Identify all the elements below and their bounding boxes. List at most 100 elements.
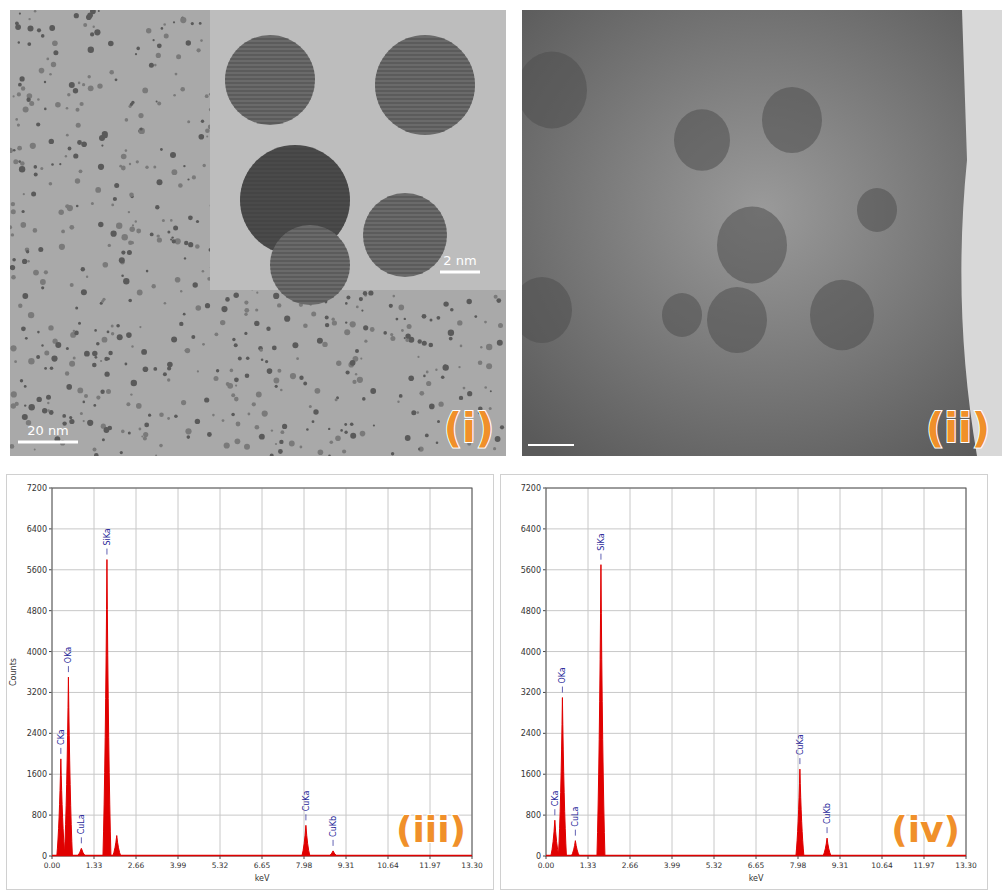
grain [370, 327, 375, 332]
grain [115, 78, 118, 81]
peak-marker [305, 814, 306, 820]
grain [425, 434, 429, 438]
grain [84, 351, 90, 357]
grain [457, 320, 462, 325]
grain [203, 164, 206, 167]
grain [34, 165, 38, 169]
grain [205, 129, 210, 134]
nanoparticle [857, 188, 897, 232]
lattice-fringe [242, 115, 299, 116]
grain [86, 276, 88, 278]
grain [254, 321, 259, 326]
grain [197, 370, 199, 372]
grain [121, 430, 125, 434]
grain [328, 455, 331, 457]
lattice-fringe [240, 197, 350, 198]
grain [159, 444, 163, 448]
peak [597, 565, 605, 856]
grain [430, 319, 433, 322]
grain [83, 401, 86, 404]
lattice-fringe [233, 55, 308, 56]
scale-bar-label: 20 nm [27, 423, 69, 438]
tick-label: 7200 [521, 484, 541, 493]
grain [116, 223, 122, 229]
peak-marker [799, 758, 800, 764]
grain [129, 163, 131, 165]
grain [318, 449, 324, 455]
lattice-fringe [242, 185, 348, 186]
lattice-fringe [378, 103, 471, 104]
tick-label: 1600 [27, 770, 47, 779]
lattice-fringe [278, 241, 342, 242]
peak-marker [562, 687, 563, 693]
grain [82, 83, 85, 86]
grid-line [630, 488, 631, 856]
grain [362, 397, 366, 401]
grid-line [672, 488, 673, 856]
lattice-fringe [393, 123, 458, 124]
grain [76, 108, 80, 112]
grain [332, 318, 335, 321]
grain [107, 331, 110, 334]
grain [478, 360, 483, 365]
grain [407, 324, 412, 329]
grain [98, 164, 104, 170]
tick-label: 10.64 [377, 861, 399, 870]
grain [111, 204, 114, 207]
peak-marker [60, 748, 61, 754]
grain [463, 387, 466, 390]
grain [437, 420, 440, 423]
grain [69, 82, 75, 88]
grain [350, 321, 356, 327]
grain [81, 141, 87, 147]
grain [47, 409, 50, 412]
grain [193, 282, 198, 287]
grain [175, 277, 181, 283]
grain [275, 385, 278, 388]
grain [173, 94, 176, 97]
grain [441, 376, 445, 380]
grain [66, 134, 69, 137]
grain [201, 120, 204, 123]
tick-label: 3.99 [664, 861, 681, 870]
grain [96, 396, 100, 400]
lattice-fringe [363, 229, 446, 230]
grain [262, 411, 268, 417]
peaks [551, 565, 831, 856]
grain [188, 215, 193, 220]
grain [144, 423, 149, 428]
grain [244, 301, 248, 305]
lattice-fringe [273, 249, 346, 250]
grain [20, 76, 25, 81]
grain [52, 41, 58, 47]
tick-label: 2.66 [128, 861, 145, 870]
grain [66, 107, 69, 110]
grain [21, 222, 27, 228]
grain [84, 394, 88, 398]
grain [34, 449, 36, 451]
grain [106, 389, 111, 394]
grain [59, 244, 65, 250]
grain [443, 364, 449, 370]
lattice-fringe [241, 189, 349, 190]
grain [328, 428, 330, 430]
grain [111, 325, 114, 328]
grain [44, 367, 47, 370]
grain [399, 305, 405, 311]
grain [17, 124, 20, 127]
grain [311, 312, 316, 317]
grain [215, 332, 219, 336]
scale-bar-label: 2 nm [443, 253, 476, 268]
grain [486, 363, 492, 369]
grain [370, 388, 376, 394]
lattice-fringe [244, 221, 346, 222]
grain [11, 391, 17, 397]
tick-label: 0.00 [538, 861, 555, 870]
lattice-fringe [376, 205, 435, 206]
peak-label: CKa [551, 791, 560, 807]
tick-label: 5600 [521, 566, 541, 575]
grain [141, 349, 147, 355]
grain [128, 432, 131, 435]
grain [111, 332, 114, 335]
grain [170, 152, 176, 158]
